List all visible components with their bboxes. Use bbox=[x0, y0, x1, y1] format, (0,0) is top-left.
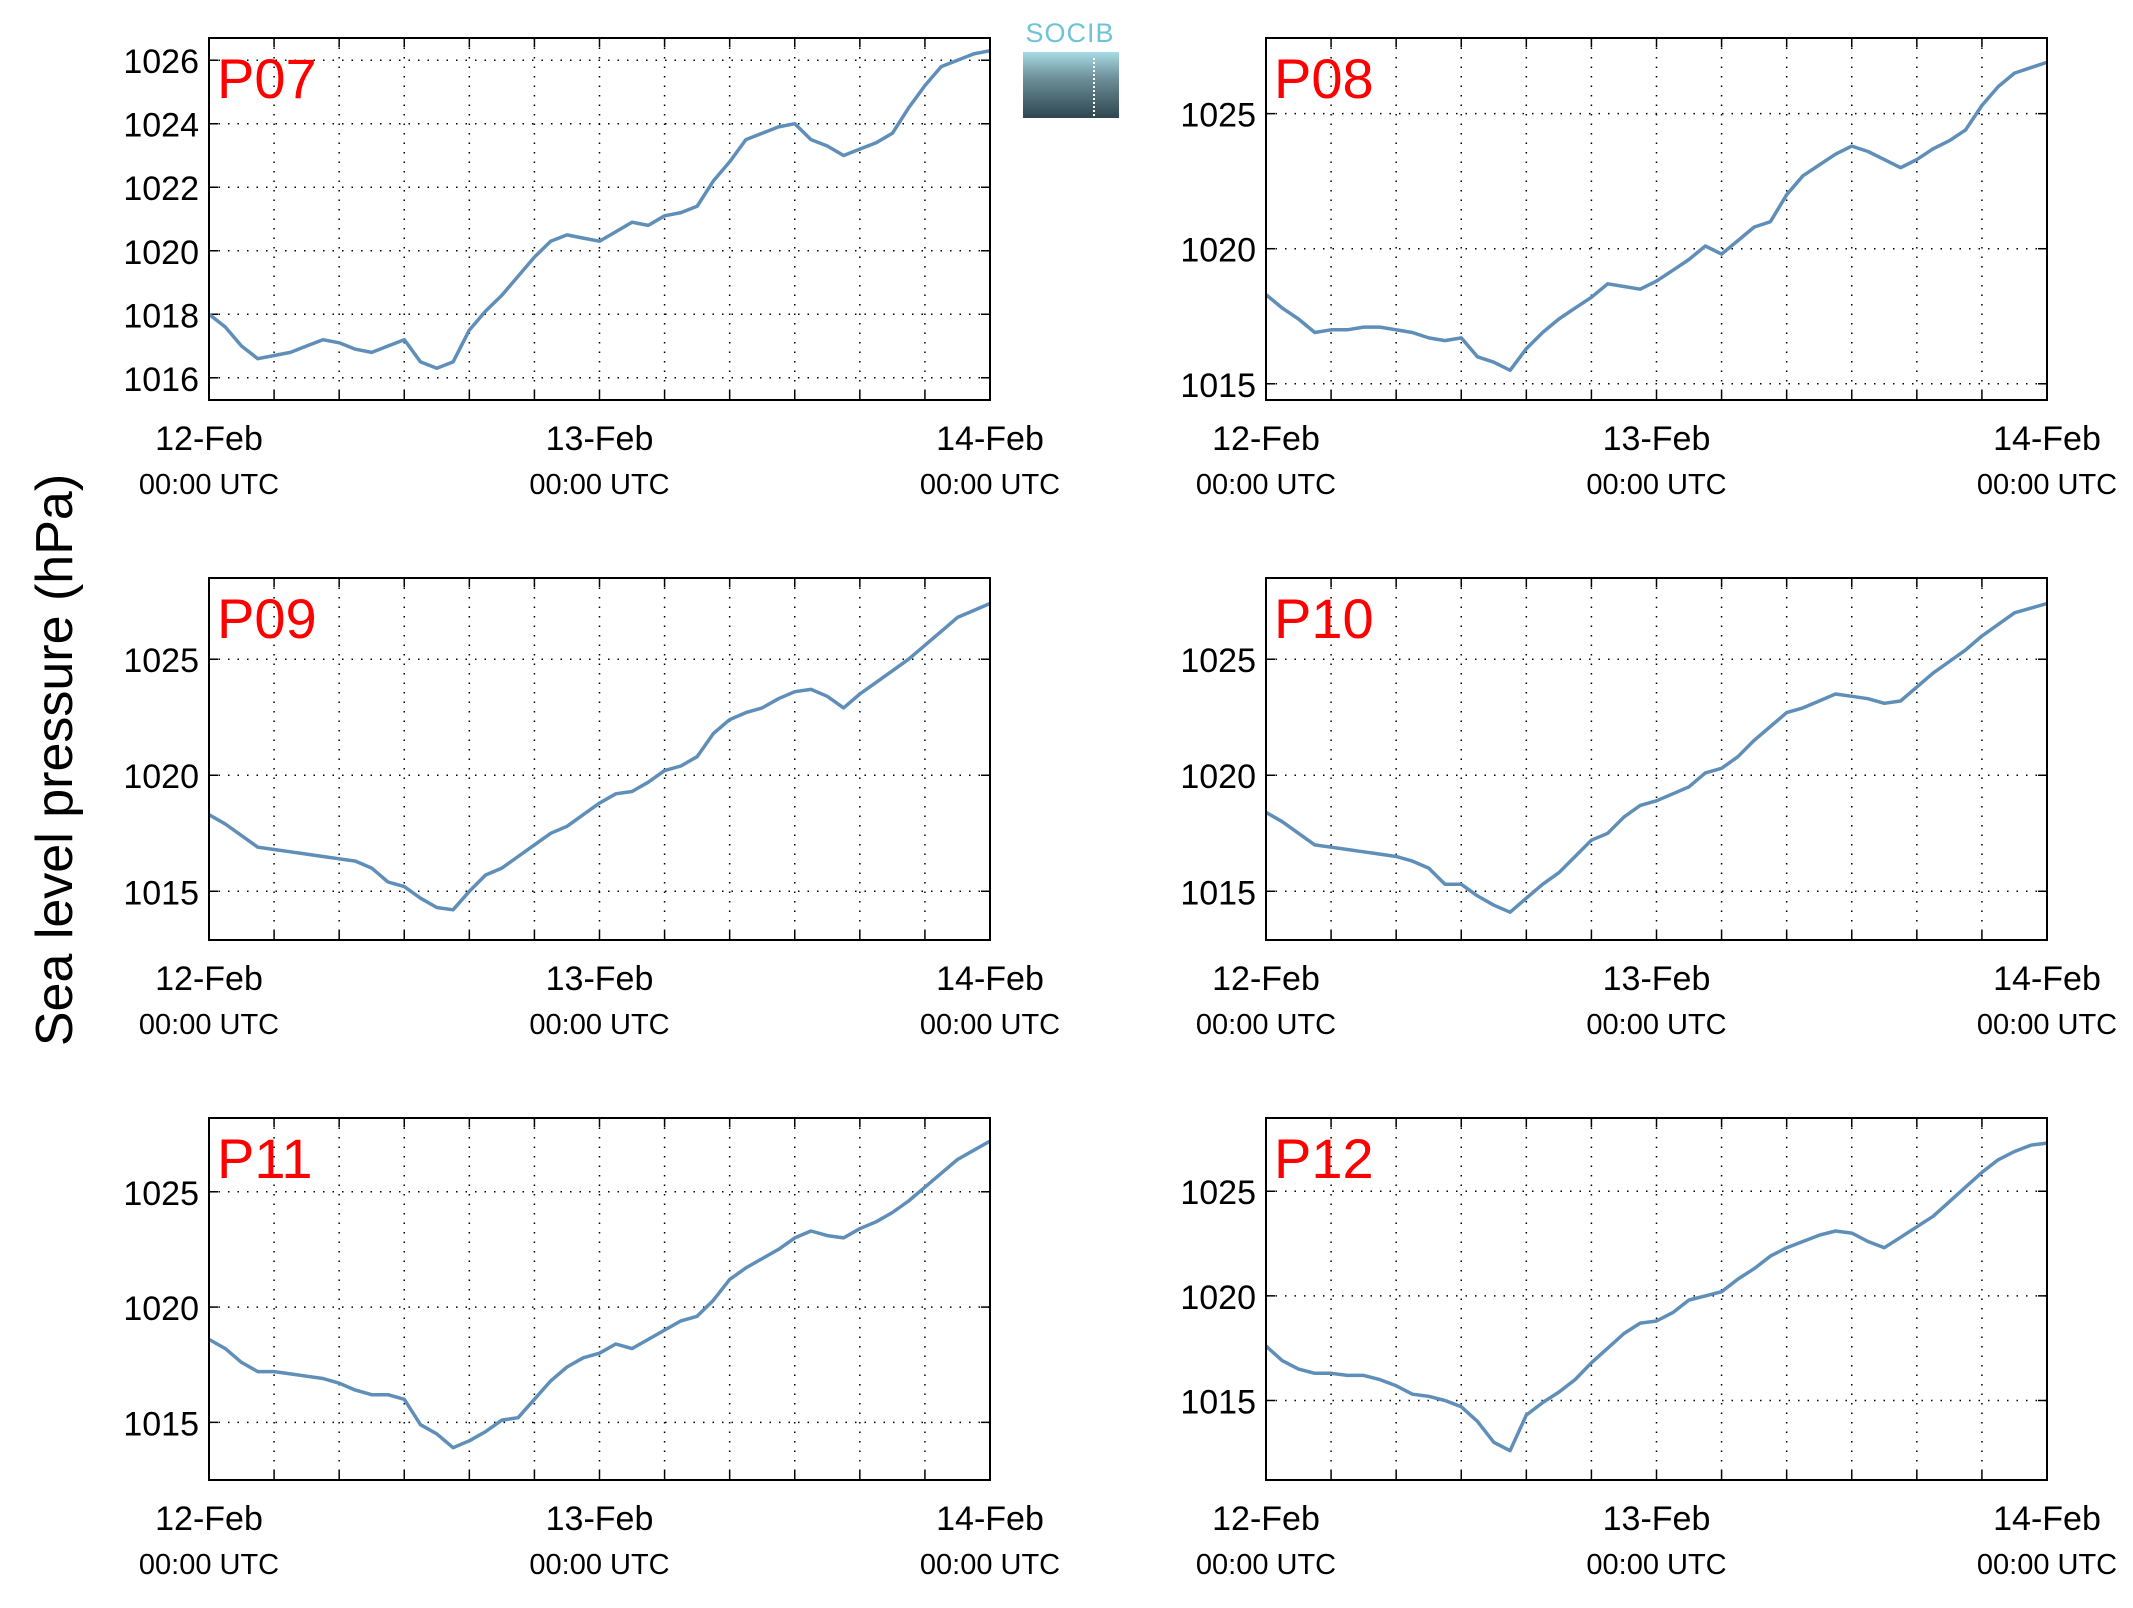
x-tick-label-date: 14-Feb bbox=[1993, 420, 2101, 458]
y-tick-label: 1016 bbox=[123, 361, 199, 399]
axes-box bbox=[1265, 577, 2048, 941]
axes-box bbox=[208, 577, 991, 941]
x-tick-label-time: 00:00 UTC bbox=[920, 1549, 1060, 1581]
y-tick-label: 1020 bbox=[1180, 758, 1256, 796]
x-tick-label-date: 12-Feb bbox=[1212, 960, 1320, 998]
y-tick-label: 1015 bbox=[1180, 874, 1256, 912]
y-tick-label: 1022 bbox=[123, 170, 199, 208]
x-tick-label-time: 00:00 UTC bbox=[139, 469, 279, 501]
x-tick-label-date: 12-Feb bbox=[1212, 1500, 1320, 1538]
y-tick-label: 1015 bbox=[1180, 1383, 1256, 1421]
y-tick-label: 1020 bbox=[123, 234, 199, 272]
pressure-series-line bbox=[207, 48, 991, 370]
panel-title: P11 bbox=[217, 1127, 312, 1190]
x-tick-label-date: 13-Feb bbox=[1603, 960, 1711, 998]
x-tick-label-date: 14-Feb bbox=[936, 1500, 1044, 1538]
axes-box bbox=[1265, 1117, 2048, 1481]
x-tick-label-time: 00:00 UTC bbox=[1977, 469, 2117, 501]
x-tick-label-date: 13-Feb bbox=[546, 420, 654, 458]
logo-graphic bbox=[1023, 52, 1119, 118]
y-tick-label: 1025 bbox=[1180, 642, 1256, 680]
panel-title: P12 bbox=[1274, 1127, 1374, 1190]
x-tick-label-date: 12-Feb bbox=[1212, 420, 1320, 458]
logo-dots bbox=[1093, 58, 1095, 116]
x-tick-label-time: 00:00 UTC bbox=[139, 1009, 279, 1041]
y-tick-label: 1025 bbox=[1180, 97, 1256, 135]
panel-title: P08 bbox=[1274, 47, 1374, 110]
y-tick-label: 1026 bbox=[123, 43, 199, 81]
pressure-series-line bbox=[1264, 1141, 2048, 1453]
x-tick-label-date: 13-Feb bbox=[546, 960, 654, 998]
logo-text: SOCIB bbox=[1025, 18, 1115, 48]
y-tick-label: 1020 bbox=[123, 1290, 199, 1328]
panel-title: P10 bbox=[1274, 587, 1374, 650]
x-tick-label-time: 00:00 UTC bbox=[920, 1009, 1060, 1041]
axes-box bbox=[208, 1117, 991, 1481]
axes-box bbox=[208, 37, 991, 401]
x-tick-label-time: 00:00 UTC bbox=[529, 1009, 669, 1041]
x-tick-label-time: 00:00 UTC bbox=[1586, 1549, 1726, 1581]
x-tick-label-date: 12-Feb bbox=[155, 1500, 263, 1538]
x-tick-label-date: 14-Feb bbox=[1993, 960, 2101, 998]
x-tick-label-date: 13-Feb bbox=[546, 1500, 654, 1538]
panel-p09: 1015 1020 1025 12-Feb 00:00 UTC 13-Feb 00:00 U… bbox=[123, 577, 1060, 1041]
panel-title: P09 bbox=[217, 587, 317, 650]
y-tick-label: 1020 bbox=[123, 758, 199, 796]
panel-p07: 1016 1018 1020 1022 1024 1026 12-Feb 00:00 UTC 1… bbox=[123, 37, 1060, 501]
x-tick-label-time: 00:00 UTC bbox=[1977, 1009, 2117, 1041]
x-tick-label-date: 14-Feb bbox=[936, 420, 1044, 458]
panel-p11: 1015 1020 1025 12-Feb 00:00 UTC 13-Feb 00:00 U… bbox=[123, 1117, 1060, 1581]
panel-title: P07 bbox=[217, 47, 317, 110]
x-tick-label-date: 13-Feb bbox=[1603, 1500, 1711, 1538]
x-tick-label-time: 00:00 UTC bbox=[1586, 1009, 1726, 1041]
x-tick-label-time: 00:00 UTC bbox=[1196, 469, 1336, 501]
x-tick-label-time: 00:00 UTC bbox=[1196, 1009, 1336, 1041]
pressure-series-line bbox=[208, 1139, 991, 1450]
axes-box bbox=[1265, 37, 2048, 401]
y-tick-label: 1020 bbox=[1180, 232, 1256, 270]
pressure-series-line bbox=[1264, 60, 2048, 373]
x-tick-label-date: 12-Feb bbox=[155, 420, 263, 458]
socib-logo: SOCIB bbox=[1019, 18, 1121, 121]
y-axis-label: Sea level pressure (hPa) bbox=[26, 474, 84, 1046]
x-tick-label-time: 00:00 UTC bbox=[529, 469, 669, 501]
y-tick-label: 1024 bbox=[123, 107, 199, 145]
x-tick-label-time: 00:00 UTC bbox=[1586, 469, 1726, 501]
y-tick-label: 1015 bbox=[1180, 367, 1256, 405]
panel-p10: 1015 1020 1025 12-Feb 00:00 UTC 13-Feb 00:00 U… bbox=[1180, 577, 2117, 1041]
y-tick-label: 1025 bbox=[123, 1175, 199, 1213]
y-tick-label: 1018 bbox=[123, 297, 199, 335]
panel-p08: 1015 1020 1025 12-Feb 00:00 UTC 13-Feb 00:00 U… bbox=[1180, 37, 2117, 501]
y-tick-label: 1025 bbox=[1180, 1174, 1256, 1212]
x-tick-label-date: 13-Feb bbox=[1603, 420, 1711, 458]
x-tick-label-time: 00:00 UTC bbox=[1977, 1549, 2117, 1581]
y-tick-label: 1020 bbox=[1180, 1279, 1256, 1317]
y-tick-label: 1015 bbox=[123, 1405, 199, 1443]
x-tick-label-time: 00:00 UTC bbox=[1196, 1549, 1336, 1581]
y-tick-label: 1025 bbox=[123, 642, 199, 680]
x-tick-label-time: 00:00 UTC bbox=[529, 1549, 669, 1581]
pressure-series-line bbox=[208, 601, 991, 912]
x-tick-label-date: 14-Feb bbox=[936, 960, 1044, 998]
x-tick-label-time: 00:00 UTC bbox=[139, 1549, 279, 1581]
y-tick-label: 1015 bbox=[123, 874, 199, 912]
pressure-series-line bbox=[1265, 601, 2048, 914]
x-tick-label-date: 12-Feb bbox=[155, 960, 263, 998]
x-tick-label-date: 14-Feb bbox=[1993, 1500, 2101, 1538]
x-tick-label-time: 00:00 UTC bbox=[920, 469, 1060, 501]
panel-p12: 1015 1020 1025 12-Feb 00:00 UTC 13-Feb 00:00 U… bbox=[1180, 1117, 2117, 1581]
